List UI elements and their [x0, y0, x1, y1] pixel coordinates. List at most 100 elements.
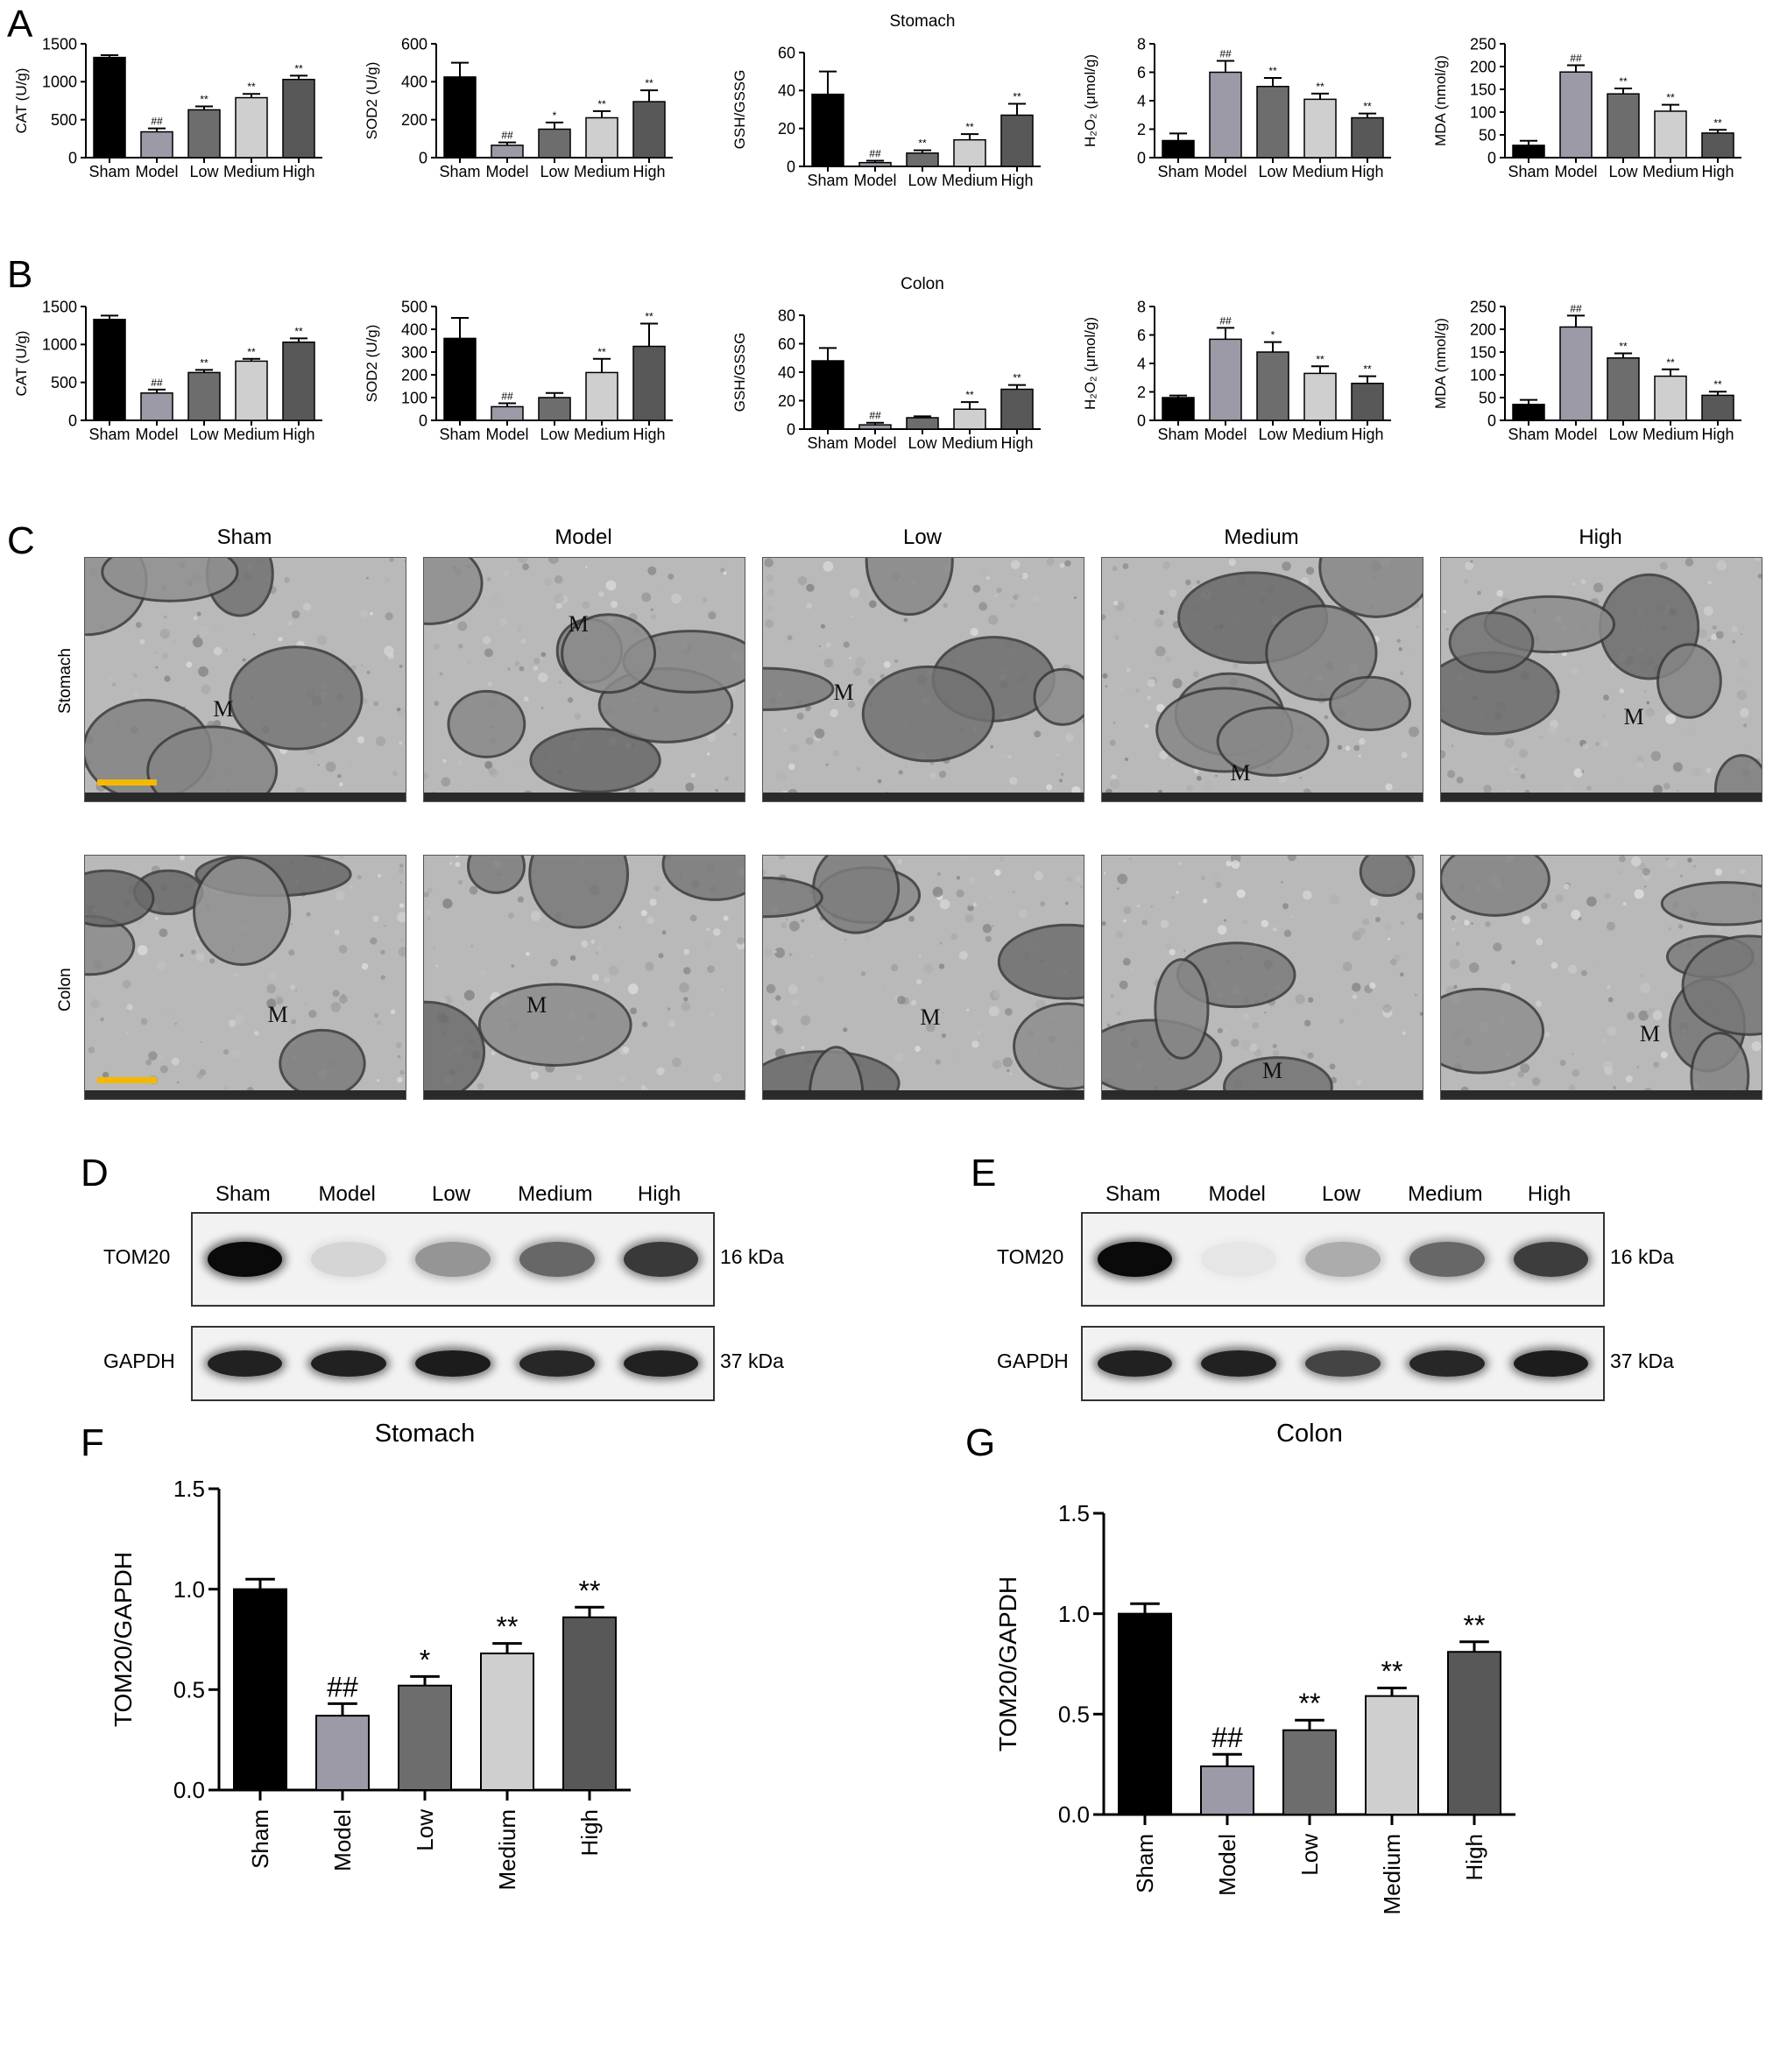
- x-tick-label: Low: [908, 434, 937, 452]
- em-texture: [763, 856, 1084, 1099]
- mitochondria-label: M: [920, 1004, 941, 1030]
- mitochondria-label: M: [1623, 703, 1644, 729]
- em-texture: [1102, 856, 1423, 1099]
- wb-band: [1305, 1350, 1381, 1377]
- wb-kda-label: 16 kDa: [1610, 1245, 1674, 1268]
- em-texture: [424, 856, 745, 1099]
- x-tick-label: Low: [412, 1809, 438, 1851]
- bar-high: [282, 78, 315, 159]
- y-tick-label: 1000: [42, 74, 77, 91]
- significance-label: **: [1666, 92, 1675, 104]
- em-column-label-medium: Medium: [1224, 525, 1299, 549]
- y-tick-label: 0.5: [1058, 1701, 1090, 1727]
- y-axis-label: GSH/GSSG: [731, 70, 748, 150]
- y-tick-label: 0: [68, 412, 77, 429]
- wb-protein-label-tom20: TOM20: [997, 1245, 1064, 1268]
- y-tick-label: 80: [778, 307, 795, 324]
- y-tick-label: 0.0: [173, 1777, 205, 1803]
- significance-label: **: [1013, 91, 1021, 103]
- x-tick-label: Sham: [247, 1809, 273, 1869]
- bar-medium: [235, 96, 268, 159]
- y-tick-label: 150: [1470, 343, 1496, 361]
- bar-model: [1559, 71, 1593, 159]
- x-tick-label: Medium: [942, 172, 998, 189]
- y-tick-label: 1.5: [1058, 1500, 1090, 1526]
- wb-band: [1305, 1242, 1381, 1277]
- y-tick-label: 40: [778, 82, 795, 100]
- x-tick-label: Model: [135, 163, 178, 180]
- x-tick-label: Model: [1554, 426, 1597, 443]
- bar-sham: [1512, 144, 1545, 159]
- bar-high: [632, 101, 666, 159]
- y-tick-label: 200: [1470, 58, 1496, 75]
- x-tick-label: High: [632, 426, 665, 443]
- chart-colon-cat: CAT (U/g) 0 500 1000 1500 Sham ## Model ** Low ** M…: [13, 298, 322, 443]
- significance-label: **: [1381, 1656, 1403, 1688]
- y-tick-label: 100: [1470, 366, 1496, 384]
- significance-label: **: [247, 346, 256, 358]
- mitochondria-label: M: [1262, 1057, 1283, 1083]
- bar-medium: [1303, 372, 1337, 421]
- x-tick-label: Model: [1554, 163, 1597, 180]
- significance-label: **: [1316, 81, 1324, 93]
- wb-membrane-tom20: [191, 1212, 715, 1307]
- x-tick-label: Sham: [88, 426, 130, 443]
- significance-label: **: [1316, 353, 1324, 365]
- significance-label: ##: [501, 391, 513, 403]
- em-texture: [424, 558, 745, 801]
- x-tick-label: Medium: [574, 426, 630, 443]
- wb-band: [623, 1350, 699, 1377]
- y-tick-label: 8: [1137, 35, 1146, 53]
- significance-label: ##: [327, 1671, 358, 1702]
- panel-letter-d: D: [81, 1152, 109, 1195]
- x-tick-label: Medium: [494, 1809, 520, 1890]
- wb-kda-label: 37 kDa: [720, 1350, 784, 1372]
- bar-low: [187, 109, 221, 159]
- wb-band: [1513, 1350, 1589, 1377]
- y-tick-label: 6: [1137, 64, 1146, 81]
- x-tick-label: Medium: [223, 426, 279, 443]
- significance-label: *: [420, 1644, 430, 1675]
- bar-low: [906, 417, 939, 430]
- x-tick-label: High: [282, 426, 314, 443]
- significance-label: **: [1299, 1688, 1321, 1719]
- y-tick-label: 0: [419, 412, 427, 429]
- em-texture: [763, 558, 1084, 801]
- wb-protein-label-gapdh: GAPDH: [103, 1350, 175, 1372]
- mitochondria-label: M: [526, 991, 547, 1018]
- y-tick-label: 600: [401, 35, 427, 53]
- y-axis-label: CAT (U/g): [13, 68, 30, 134]
- panel-letter-f: F: [81, 1421, 104, 1464]
- bar-high: [1447, 1651, 1501, 1815]
- wb-band: [415, 1242, 491, 1277]
- x-tick-label: Low: [1608, 163, 1638, 180]
- x-tick-label: Low: [908, 172, 937, 189]
- bar-high: [632, 345, 666, 421]
- bar-high: [1351, 383, 1384, 421]
- significance-label: ##: [1211, 1722, 1243, 1753]
- significance-label: **: [200, 94, 208, 106]
- y-tick-label: 200: [401, 111, 427, 129]
- bar-sham: [1118, 1612, 1172, 1815]
- significance-label: **: [579, 1575, 601, 1606]
- wb-membrane-tom20: [1081, 1212, 1605, 1307]
- y-tick-label: 1.0: [173, 1576, 205, 1603]
- x-tick-label: Medium: [1642, 426, 1699, 443]
- wb-lane-label-high: High: [637, 1182, 682, 1206]
- y-axis-label: CAT (U/g): [13, 331, 30, 397]
- bar-medium: [585, 116, 618, 159]
- y-tick-label: 1500: [42, 298, 77, 315]
- significance-label: **: [294, 62, 303, 74]
- wb-band: [519, 1350, 595, 1377]
- y-tick-label: 500: [51, 374, 77, 391]
- panel-letter-e: E: [971, 1152, 997, 1195]
- chart-stomach-gsh-gssg: Stomach GSH/GSSG 0 20 40 60 Sham ## Model ** Low **…: [731, 12, 1041, 189]
- x-tick-label: Medium: [223, 163, 279, 180]
- wb-band: [207, 1350, 283, 1377]
- significance-label: ##: [501, 130, 513, 142]
- y-axis-label: SOD2 (U/g): [364, 325, 380, 403]
- bar-sham: [443, 76, 477, 159]
- y-tick-label: 150: [1470, 81, 1496, 98]
- x-tick-label: Low: [1608, 426, 1638, 443]
- y-tick-label: 0: [1487, 412, 1496, 429]
